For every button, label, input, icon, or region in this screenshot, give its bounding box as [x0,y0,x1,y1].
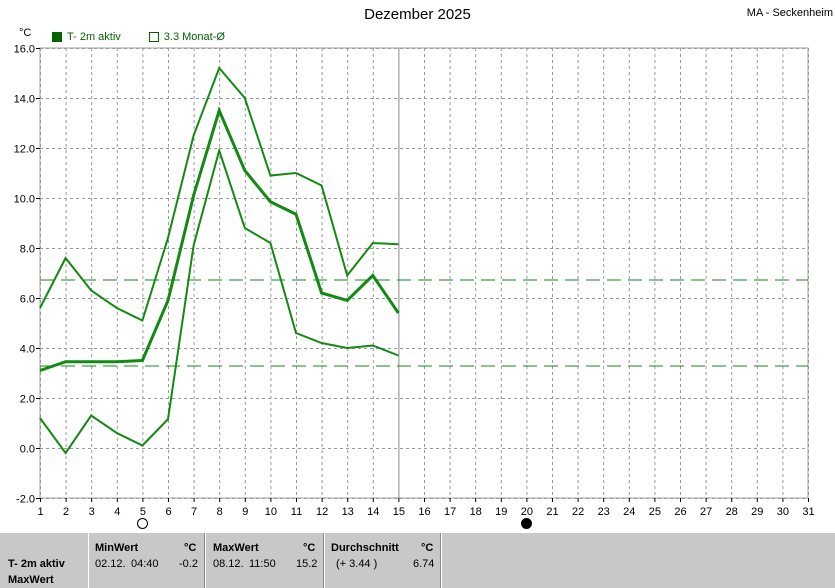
x-tick-label: 20 [521,506,533,518]
x-tick-label: 4 [114,506,120,518]
y-axis-unit: °C [19,27,32,39]
x-tick-label: 15 [393,506,405,518]
min-unit: °C [184,542,197,554]
legend-item-average: 3.3 Monat-Ø [148,31,225,43]
x-tick-label: 22 [572,506,584,518]
x-tick-label: 6 [165,506,171,518]
min-value: -0.2 [179,558,198,570]
x-tick-label: 11 [291,506,302,518]
y-tick-label: 12.0 [14,144,35,156]
avg-header: Durchschnitt [331,542,399,554]
x-tick-label: 10 [265,506,277,518]
y-tick-label: 10.0 [14,194,35,206]
temperature-chart: -2.00.02.04.06.08.010.012.014.016.01 2 3 4 5… [14,44,815,519]
x-tick-label: 1 [37,506,43,518]
x-tick-label: 26 [674,506,686,518]
y-tick-label: 6.0 [20,294,35,306]
max-date: 08.12. [213,558,244,570]
x-tick-label: 17 [444,506,456,518]
max-unit: °C [303,542,316,554]
x-tick-label: 19 [495,506,507,518]
stats-row-sublabel: MaxWert [8,574,54,586]
x-tick-label: 2 [63,506,69,518]
y-tick-label: 4.0 [20,344,35,356]
max-header: MaxWert [213,542,259,554]
x-tick-label: 25 [649,506,661,518]
stats-row-label: T- 2m aktiv [8,558,65,570]
min-date: 02.12. [95,558,126,570]
legend-swatch-open-icon [148,32,159,42]
min-header: MinWert [95,542,139,554]
x-tick-label: 30 [777,506,789,518]
x-tick-label: 29 [751,506,763,518]
legend: T- 2m aktiv 3.3 Monat-Ø [52,31,225,43]
x-tick-label: 24 [623,506,635,518]
y-tick-label: -2.0 [16,494,35,506]
x-tick-label: 9 [242,506,248,518]
x-tick-label: 14 [367,506,379,518]
min-time: 04:40 [131,558,159,570]
series-line-min [39,147,399,455]
avg-value: 6.74 [413,558,435,570]
x-tick-label: 3 [89,506,95,518]
x-tick-label: 8 [217,506,223,518]
max-time: 11:50 [249,558,276,570]
legend-swatch-filled-icon [52,32,62,42]
y-tick-label: 0.0 [20,444,35,456]
max-value: 15.2 [296,558,318,570]
series-line-mean [39,106,400,372]
x-tick-label: 28 [726,506,738,518]
avg-delta: (+ 3.44 ) [336,558,378,570]
x-tick-label: 27 [700,506,712,518]
y-tick-label: 16.0 [14,44,35,56]
y-tick-label: 8.0 [20,244,35,256]
station-name: MA - Seckenheim [746,7,833,19]
x-tick-label: 12 [316,506,328,518]
y-tick-label: 14.0 [14,94,35,106]
x-tick-label: 21 [546,506,558,518]
legend-item-active: T- 2m aktiv [52,31,121,43]
stats-panel: T- 2m aktiv MaxWert MinWert °C 02.12. 04… [0,533,835,588]
x-tick-label: 5 [140,506,146,518]
x-tick-label: 13 [342,506,354,518]
x-tick-label: 23 [598,506,610,518]
x-tick-label: 7 [191,506,197,518]
legend-label-active: T- 2m aktiv [67,31,121,43]
x-tick-label: 18 [470,506,482,518]
x-tick-label: 31 [802,506,814,518]
x-tick-label: 16 [418,506,430,518]
y-tick-label: 2.0 [20,394,35,406]
new-moon-icon [521,518,533,529]
chart-title: Dezember 2025 [364,6,471,23]
legend-label-average: 3.3 Monat-Ø [163,31,225,43]
series-line-max [39,66,399,322]
full-moon-icon [137,518,149,529]
avg-unit: °C [421,542,434,554]
